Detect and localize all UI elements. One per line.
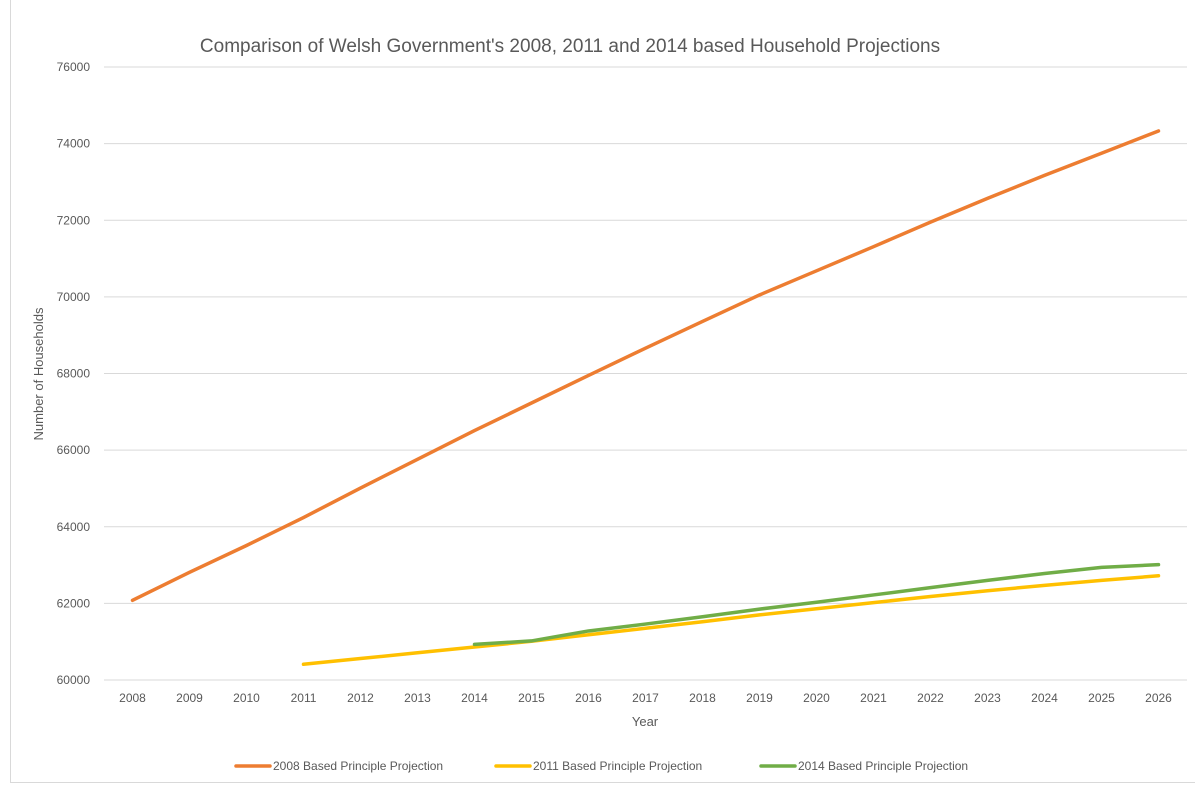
legend-label-1: 2008 Based Principle Projection: [273, 759, 443, 773]
x-tick-label: 2015: [518, 691, 545, 705]
x-tick-label: 2017: [632, 691, 659, 705]
legend: 2008 Based Principle Projection 2011 Base…: [234, 759, 968, 773]
x-tick-label: 2025: [1088, 691, 1115, 705]
y-tick-label: 60000: [57, 673, 91, 687]
x-axis-title: Year: [632, 714, 659, 729]
x-tick-label: 2026: [1145, 691, 1172, 705]
y-axis-title: Number of Households: [31, 307, 46, 440]
legend-label-2: 2011 Based Principle Projection: [533, 759, 702, 773]
x-tick-label: 2016: [575, 691, 602, 705]
series-lines: [130, 129, 1161, 667]
x-tick-label: 2008: [119, 691, 146, 705]
x-tick-label: 2018: [689, 691, 716, 705]
x-tick-label: 2012: [347, 691, 374, 705]
y-tick-label: 74000: [57, 137, 91, 151]
y-tick-label: 64000: [57, 520, 91, 534]
series-line-3: [472, 562, 1161, 647]
x-tick-label: 2023: [974, 691, 1001, 705]
x-tick-label: 2022: [917, 691, 944, 705]
y-tick-label: 76000: [57, 60, 91, 74]
y-tick-label: 62000: [57, 596, 91, 610]
y-axis-ticks: 60000 62000 64000 66000 68000 70000 72000 74000…: [57, 60, 91, 687]
y-tick-label: 70000: [57, 290, 91, 304]
x-tick-label: 2021: [860, 691, 887, 705]
chart-title: Comparison of Welsh Government's 2008, 2…: [200, 36, 940, 57]
x-tick-label: 2014: [461, 691, 488, 705]
y-tick-label: 68000: [57, 367, 91, 381]
series-line-1: [130, 129, 1161, 603]
x-axis-ticks: 2008 2009 2010 2011 2012 2013 2014 2015 2016 2017…: [119, 691, 1172, 705]
x-tick-label: 2011: [291, 691, 317, 705]
x-tick-label: 2013: [404, 691, 431, 705]
x-tick-label: 2009: [176, 691, 203, 705]
chart-frame: [10, 0, 1195, 783]
series-line-2: [301, 574, 1161, 667]
y-tick-label: 72000: [57, 213, 91, 227]
y-tick-label: 66000: [57, 443, 91, 457]
gridlines: [104, 66, 1187, 604]
x-tick-label: 2010: [233, 691, 260, 705]
x-tick-label: 2024: [1031, 691, 1058, 705]
x-tick-label: 2020: [803, 691, 830, 705]
legend-label-3: 2014 Based Principle Projection: [798, 759, 968, 773]
x-tick-label: 2019: [746, 691, 773, 705]
